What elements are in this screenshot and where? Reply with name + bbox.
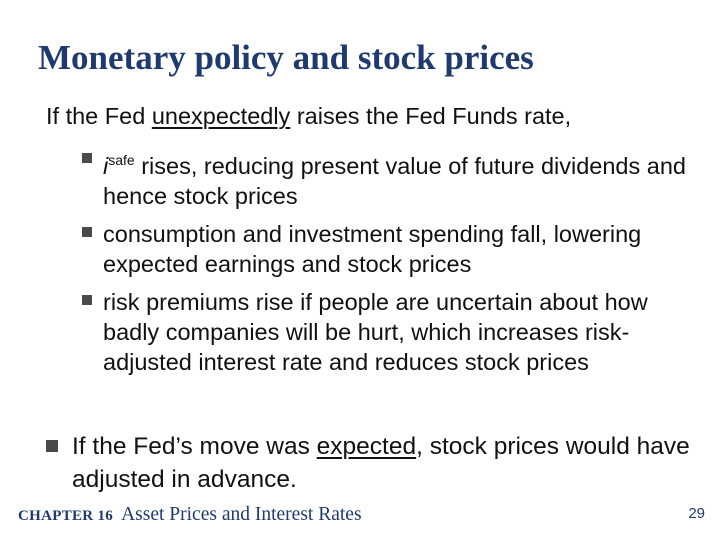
square-bullet-icon (82, 153, 92, 163)
main-bullet-emphasis: expected (316, 433, 417, 460)
slide-title: Monetary policy and stock prices (38, 38, 534, 77)
footer-chapter: CHAPTER 16 (18, 508, 114, 524)
main-bullet-expected: If the Fed’s move was expected, stock pr… (46, 430, 692, 496)
sub-bullet-risk-premium: risk premiums rise if people are uncerta… (82, 287, 692, 377)
slide-footer: CHAPTER 16 Asset Prices and Interest Rate… (18, 504, 362, 526)
square-bullet-icon (82, 295, 92, 305)
intro-line: If the Fed unexpectedly raises the Fed F… (46, 101, 571, 131)
sub-bullet-safe-rate: isafe rises, reducing present value of f… (82, 145, 692, 211)
sub-bullet-text: rises, reducing present value of future … (103, 153, 686, 209)
safe-rate-superscript: safe (108, 152, 135, 168)
main-bullet-text-after: , stock prices would have adjusted in ad… (72, 433, 690, 493)
square-bullet-icon (46, 440, 58, 452)
main-bullet-text-before: If the Fed’s move was (72, 433, 317, 460)
intro-text-before: If the Fed (46, 103, 152, 129)
intro-emphasis: unexpectedly (151, 103, 291, 129)
sub-bullet-spending: consumption and investment spending fall… (82, 219, 692, 279)
sub-bullet-text: risk premiums rise if people are uncerta… (103, 289, 648, 375)
footer-subject: Asset Prices and Interest Rates (121, 504, 362, 525)
square-bullet-icon (82, 227, 92, 237)
sub-bullet-list: isafe rises, reducing present value of f… (82, 145, 692, 385)
sub-bullet-text: consumption and investment spending fall… (103, 221, 642, 277)
page-number: 29 (688, 505, 705, 522)
safe-rate-symbol: i (103, 153, 109, 179)
intro-text-after: raises the Fed Funds rate, (290, 103, 572, 129)
